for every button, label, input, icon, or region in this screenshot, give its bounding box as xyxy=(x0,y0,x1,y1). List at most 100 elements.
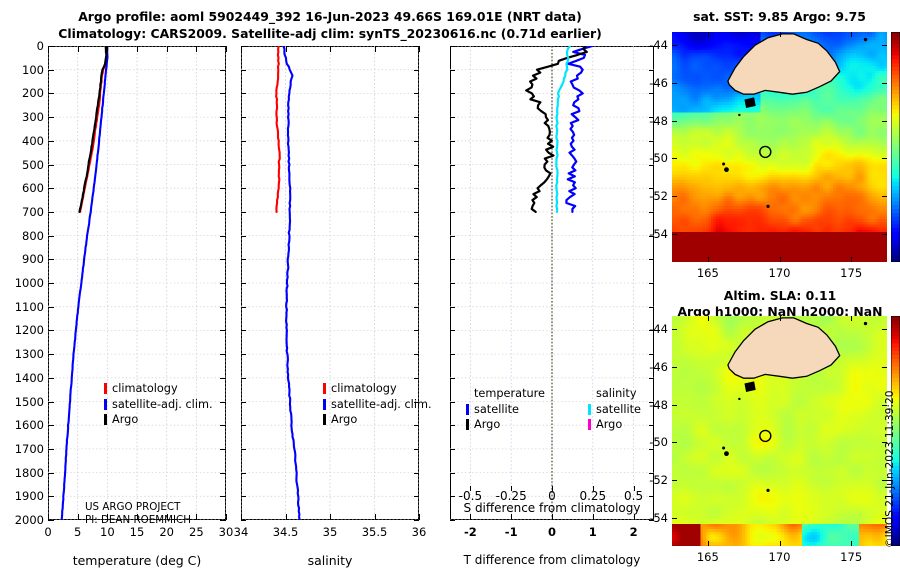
depth-tick-label: 500 xyxy=(22,157,44,172)
sst-colorbar xyxy=(891,32,900,262)
depth-tick-label: 1800 xyxy=(14,465,44,480)
sla-title-line-2: Argo h1000: NaN h2000: NaN xyxy=(677,304,883,319)
salinity-axis-title: salinity xyxy=(307,553,353,568)
depth-tick-label: 2000 xyxy=(14,513,44,527)
depth-tick-label: 1100 xyxy=(14,299,44,314)
difference-legend-temperature: temperature satellite Argo xyxy=(466,386,545,433)
depth-tick-label: 600 xyxy=(22,181,44,196)
legend-color-swatch xyxy=(588,419,591,431)
x-tick-label: 10 xyxy=(100,525,115,539)
legend-entry: climatology xyxy=(104,381,213,397)
t-diff-tick-label: 2 xyxy=(629,525,638,539)
temperature-legend: climatology satellite-adj. clim. Argo xyxy=(104,381,213,428)
depth-tick-label: 1300 xyxy=(14,347,44,362)
x-tick-label: 35.5 xyxy=(361,525,388,539)
legend-entry: satellite xyxy=(466,402,545,418)
page-title: Argo profile: aoml 5902449_392 16-Jun-20… xyxy=(0,8,660,42)
credit-line-2: PI: DEAN ROEMMICH xyxy=(85,513,191,526)
x-tick-label: 15 xyxy=(129,525,145,539)
legend-color-swatch xyxy=(323,414,326,426)
legend-header: salinity xyxy=(596,387,637,400)
depth-tick-label: 300 xyxy=(22,110,44,125)
title-line-1: Argo profile: aoml 5902449_392 16-Jun-20… xyxy=(78,9,582,24)
credit-line-1: US ARGO PROJECT xyxy=(85,501,181,513)
sst-map-title: sat. SST: 9.85 Argo: 9.75 xyxy=(693,9,866,24)
legend-color-swatch xyxy=(104,414,107,426)
difference-profile-plot xyxy=(450,46,654,520)
legend-color-swatch xyxy=(104,398,107,410)
x-tick-mark xyxy=(419,46,420,52)
project-credit: US ARGO PROJECT PI: DEAN ROEMMICH xyxy=(85,501,191,526)
x-tick-label: 34.5 xyxy=(272,525,299,539)
sst-map xyxy=(672,32,887,262)
depth-tick-label: 1600 xyxy=(14,418,44,433)
legend-label: climatology xyxy=(331,382,397,395)
y-tick-mark xyxy=(649,520,654,521)
legend-label: satellite xyxy=(474,402,519,416)
t-diff-tick-label: 0 xyxy=(547,525,557,539)
x-tick-mark xyxy=(419,514,420,520)
imos-credit: ©IMOS 21-Jun-2023 11:39:20 xyxy=(884,390,896,548)
lon-tick-label: 170 xyxy=(768,550,791,564)
sla-map xyxy=(672,316,887,546)
t-diff-tick-label: -2 xyxy=(464,525,477,539)
x-tick-label: 20 xyxy=(159,525,174,539)
legend-header: temperature xyxy=(474,387,546,400)
depth-tick-label: 1400 xyxy=(14,370,44,385)
depth-tick-label: 1700 xyxy=(14,441,44,456)
x-tick-label: 0 xyxy=(44,525,52,539)
legend-entry: satellite xyxy=(588,402,641,418)
legend-label: climatology xyxy=(112,382,178,395)
legend-color-swatch xyxy=(466,419,469,431)
depth-tick-label: 1000 xyxy=(14,276,44,290)
x-tick-mark xyxy=(226,46,227,52)
legend-entry: Argo xyxy=(466,417,545,433)
x-tick-label: 35 xyxy=(322,525,338,539)
legend-color-swatch xyxy=(323,398,326,410)
legend-entry: satellite-adj. clim. xyxy=(104,397,213,413)
lon-tick-label: 175 xyxy=(840,266,863,280)
legend-label: satellite-adj. clim. xyxy=(112,397,213,411)
y-tick-mark xyxy=(48,520,54,521)
y-tick-mark xyxy=(414,520,419,521)
temperature-profile-plot xyxy=(48,46,226,520)
x-tick-label: 30 xyxy=(218,525,234,539)
difference-top-axis-title: S difference from climatology xyxy=(463,501,641,515)
lon-tick-label: 165 xyxy=(696,266,719,280)
lon-tick-label: 170 xyxy=(768,266,791,280)
depth-tick-label: 400 xyxy=(22,133,44,148)
legend-label: Argo xyxy=(596,418,623,431)
difference-bottom-axis-title: T difference from climatology xyxy=(463,553,641,567)
depth-tick-label: 1200 xyxy=(14,323,44,338)
legend-color-swatch xyxy=(466,403,469,415)
title-line-2: Climatology: CARS2009. Satellite-adj cli… xyxy=(58,26,602,41)
y-tick-mark xyxy=(220,520,226,521)
y-tick-mark xyxy=(450,520,455,521)
depth-tick-label: 700 xyxy=(22,204,44,219)
legend-entry: Argo xyxy=(323,412,432,428)
legend-label: Argo xyxy=(331,413,358,426)
legend-label: Argo xyxy=(112,413,139,426)
x-tick-label: 34 xyxy=(233,525,249,539)
x-tick-label: 25 xyxy=(189,525,204,539)
legend-entry: Argo xyxy=(104,412,213,428)
depth-tick-label: 1500 xyxy=(14,394,44,409)
legend-entry: climatology xyxy=(323,381,432,397)
legend-color-swatch xyxy=(323,383,326,395)
depth-tick-label: 200 xyxy=(22,86,44,101)
x-tick-label: 5 xyxy=(73,525,82,539)
temperature-axis-title: temperature (deg C) xyxy=(72,553,202,568)
legend-entry: satellite-adj. clim. xyxy=(323,397,432,413)
depth-tick-label: 800 xyxy=(22,228,44,243)
t-diff-tick-label: -1 xyxy=(504,525,518,539)
difference-legend-salinity: salinity satellite Argo xyxy=(588,386,641,433)
legend-color-swatch xyxy=(104,383,107,395)
legend-label: satellite xyxy=(596,402,641,416)
salinity-profile-plot xyxy=(241,46,419,520)
sla-title-line-1: Altim. SLA: 0.11 xyxy=(723,288,837,303)
lon-tick-label: 165 xyxy=(696,550,719,564)
depth-tick-label: 900 xyxy=(22,252,44,267)
salinity-legend: climatology satellite-adj. clim. Argo xyxy=(323,381,432,428)
t-diff-tick-label: 1 xyxy=(588,525,597,539)
legend-color-swatch xyxy=(588,403,591,415)
